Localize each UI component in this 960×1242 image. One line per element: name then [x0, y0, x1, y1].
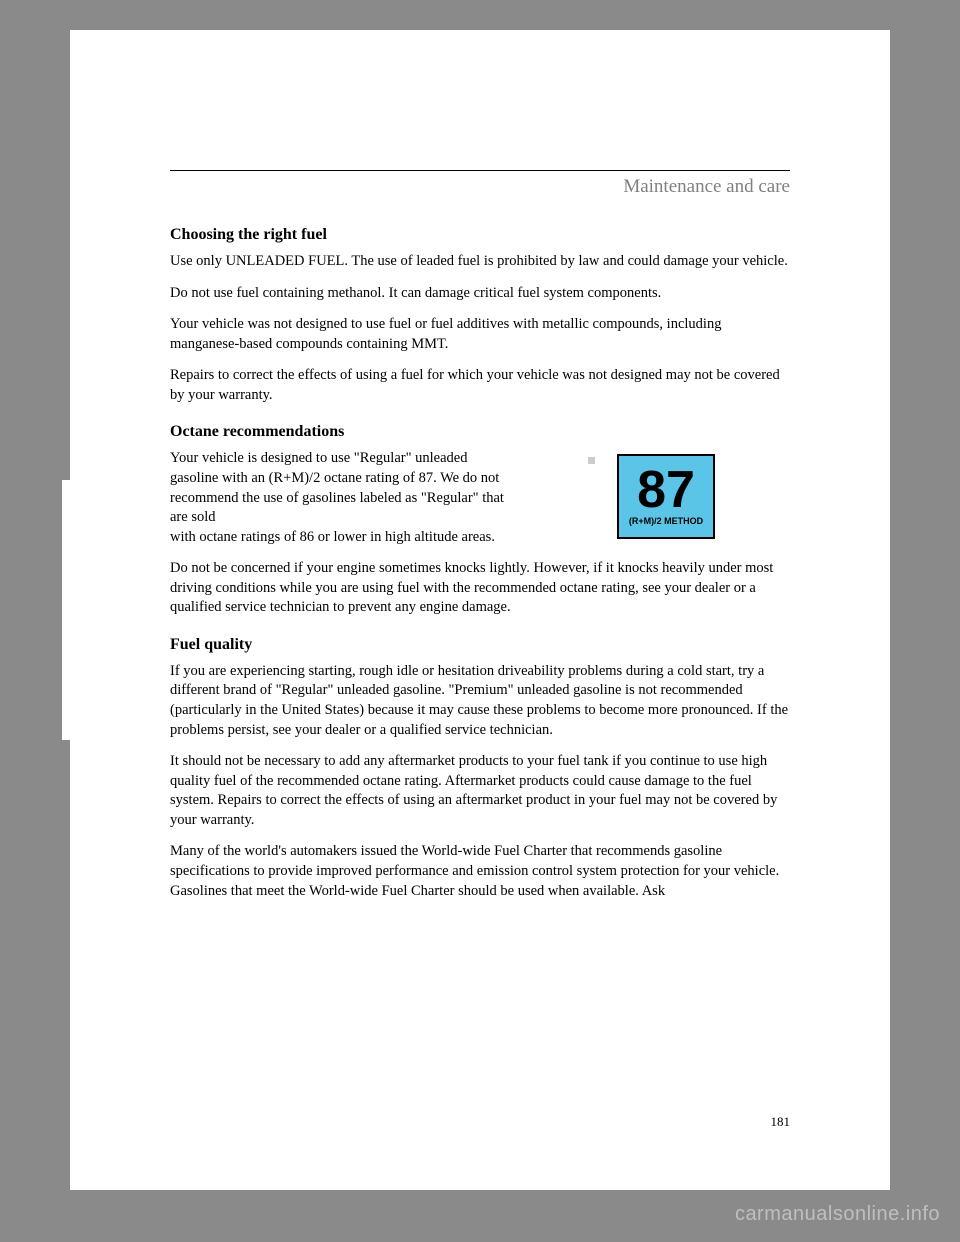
paragraph: Do not use fuel containing methanol. It …: [170, 284, 790, 304]
octane-method-label: (R+M)/2 METHOD: [629, 516, 703, 526]
paragraph: Do not be concerned if your engine somet…: [170, 559, 790, 618]
paragraph: Use only UNLEADED FUEL. The use of leade…: [170, 252, 790, 272]
section-heading-choosing: Choosing the right fuel: [170, 226, 790, 244]
section-heading-quality: Fuel quality: [170, 636, 790, 654]
paragraph: Your vehicle was not designed to use fue…: [170, 315, 790, 354]
octane-badge: 87 (R+M)/2 METHOD: [617, 454, 715, 539]
paragraph: Repairs to correct the effects of using …: [170, 366, 790, 405]
section-heading-octane: Octane recommendations: [170, 423, 790, 441]
octane-section: 87 (R+M)/2 METHOD Your vehicle is design…: [170, 449, 790, 547]
header-divider: [170, 170, 790, 171]
paragraph: It should not be necessary to add any af…: [170, 752, 790, 830]
page-header-title: Maintenance and care: [170, 176, 790, 198]
paragraph: If you are experiencing starting, rough …: [170, 662, 790, 740]
decorative-square: [588, 457, 595, 464]
paragraph-narrow: Your vehicle is designed to use "Regular…: [170, 449, 511, 527]
page-number: 181: [771, 1114, 791, 1130]
manual-page: Maintenance and care Choosing the right …: [70, 30, 890, 1190]
octane-number: 87: [637, 467, 695, 514]
paragraph: Many of the world's automakers issued th…: [170, 842, 790, 901]
footer-watermark: carmanualsonline.info: [735, 1203, 940, 1226]
